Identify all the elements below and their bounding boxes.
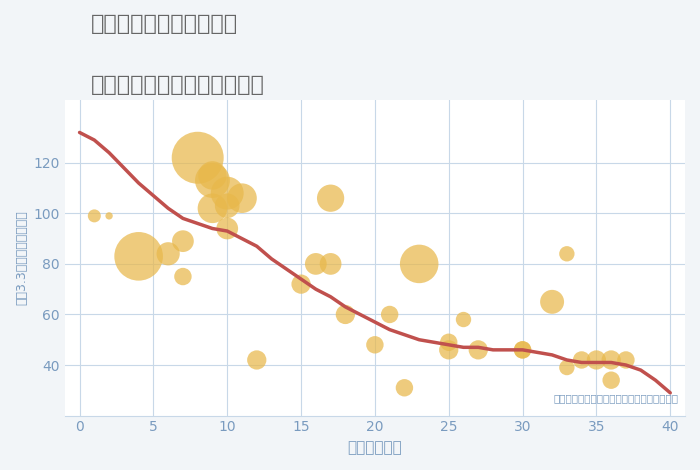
Point xyxy=(325,195,336,202)
Text: 奈良県奈良市毘沙門町の: 奈良県奈良市毘沙門町の xyxy=(91,14,238,34)
Point xyxy=(177,237,188,245)
Point xyxy=(192,154,203,162)
Point xyxy=(340,311,351,318)
Point xyxy=(517,346,528,353)
Point xyxy=(458,316,469,323)
Point xyxy=(399,384,410,392)
Point xyxy=(384,311,395,318)
Point xyxy=(222,189,233,197)
Point xyxy=(207,172,218,179)
X-axis label: 築年数（年）: 築年数（年） xyxy=(347,440,402,455)
Point xyxy=(547,298,558,306)
Point xyxy=(443,338,454,346)
Point xyxy=(606,356,617,364)
Point xyxy=(310,260,321,268)
Point xyxy=(162,250,174,258)
Point xyxy=(222,225,233,232)
Point xyxy=(251,356,262,364)
Point xyxy=(561,250,573,258)
Point xyxy=(620,356,631,364)
Point xyxy=(606,376,617,384)
Point xyxy=(222,202,233,210)
Point xyxy=(443,346,454,353)
Text: 築年数別中古マンション価格: 築年数別中古マンション価格 xyxy=(91,75,265,95)
Point xyxy=(576,356,587,364)
Y-axis label: 坪（3.3㎡）単価（万円）: 坪（3.3㎡）単価（万円） xyxy=(15,210,28,305)
Text: 円の大きさは、取引のあった物件面積を示す: 円の大きさは、取引のあった物件面積を示す xyxy=(554,393,679,403)
Point xyxy=(325,260,336,268)
Point xyxy=(133,252,144,260)
Point xyxy=(591,356,602,364)
Point xyxy=(561,364,573,371)
Point xyxy=(207,204,218,212)
Point xyxy=(177,273,188,280)
Point xyxy=(104,212,115,219)
Point xyxy=(414,260,425,268)
Point xyxy=(207,177,218,184)
Point xyxy=(517,346,528,353)
Point xyxy=(237,195,248,202)
Point xyxy=(89,212,100,219)
Point xyxy=(473,346,484,353)
Point xyxy=(370,341,381,349)
Point xyxy=(295,281,307,288)
